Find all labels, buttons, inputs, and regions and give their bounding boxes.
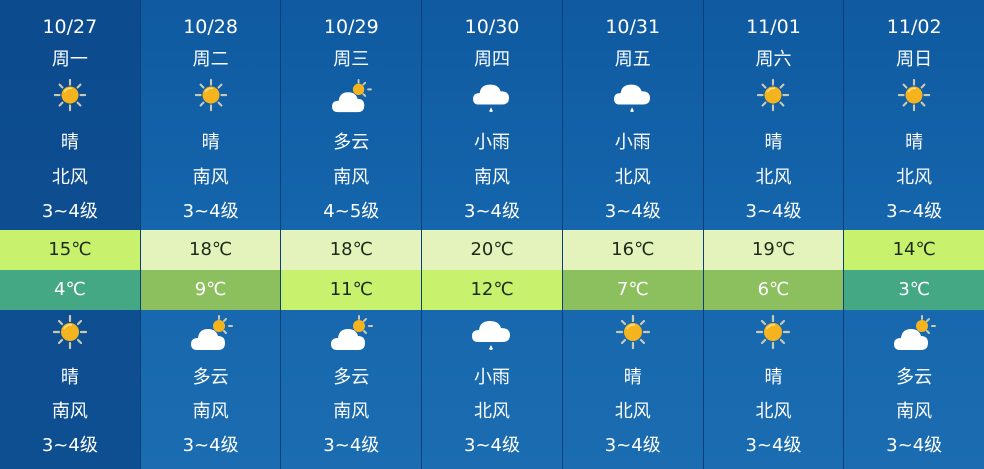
day-wind: 南风	[333, 167, 370, 188]
day-wind: 南风	[474, 167, 511, 188]
date: 10/31	[605, 16, 661, 38]
cloud-sun-icon	[893, 315, 937, 351]
sun-icon	[615, 314, 650, 350]
cloud-sun-icon	[189, 315, 233, 351]
weekday: 周日	[896, 49, 933, 70]
day-wind-level: 3~4级	[464, 201, 521, 222]
low-temp: 3℃	[844, 270, 984, 310]
low-temp: 6℃	[703, 270, 844, 310]
high-temp: 18℃	[140, 230, 281, 270]
day-weather: 小雨	[614, 132, 651, 153]
rain-icon	[473, 84, 510, 113]
high-temp: 14℃	[844, 230, 984, 270]
high-temp: 20℃	[422, 230, 562, 270]
day-wind: 南风	[192, 167, 229, 188]
night-wind-level: 3~4级	[323, 435, 380, 456]
high-temp: 16℃	[562, 230, 703, 270]
low-temp: 9℃	[140, 270, 281, 310]
day-column: 10/30 周四 小雨 南风 3~4级 20℃ 12℃ 小雨 北风 3~4级	[422, 0, 563, 469]
night-weather: 晴	[60, 367, 79, 388]
day-wind-level: 3~4级	[604, 201, 661, 222]
weekday: 周四	[474, 49, 511, 70]
night-wind: 南风	[333, 401, 370, 422]
night-weather: 多云	[333, 367, 370, 388]
day-weather: 晴	[201, 132, 220, 153]
low-temp: 4℃	[0, 270, 140, 310]
sun-icon	[194, 78, 227, 112]
day-column: 11/02 周日 晴 北风 3~4级 14℃ 3℃ 多云 南风 3~4级	[844, 0, 984, 469]
date: 10/29	[323, 16, 379, 38]
day-weather: 小雨	[474, 132, 511, 153]
date: 11/01	[746, 16, 801, 38]
weekday: 周一	[51, 49, 88, 70]
night-wind: 北风	[474, 401, 511, 422]
night-wind: 南风	[896, 401, 933, 422]
night-weather: 多云	[192, 367, 229, 388]
day-column: 10/31 周五 小雨 北风 3~4级 16℃ 7℃ 晴 北风 3~4级	[562, 0, 704, 469]
day-wind: 北风	[896, 167, 933, 188]
night-wind-level: 3~4级	[886, 435, 943, 456]
day-wind: 北风	[755, 167, 792, 188]
night-wind: 北风	[614, 401, 651, 422]
night-wind: 北风	[755, 401, 792, 422]
night-weather: 晴	[623, 367, 642, 388]
night-wind: 南风	[192, 401, 229, 422]
day-column: 11/01 周六 晴 北风 3~4级 19℃ 6℃ 晴 北风 3~4级	[703, 0, 845, 469]
high-temp: 18℃	[281, 230, 422, 270]
night-wind-level: 3~4级	[182, 435, 239, 456]
sun-icon	[756, 314, 791, 350]
weekday: 周五	[614, 49, 651, 70]
day-wind-level: 3~4级	[886, 201, 943, 222]
day-wind-level: 3~4级	[745, 201, 802, 222]
night-wind-level: 3~4级	[464, 435, 521, 456]
day-wind-level: 4~5级	[323, 201, 380, 222]
date: 10/27	[42, 16, 98, 38]
date: 10/30	[464, 16, 520, 38]
night-wind-level: 3~4级	[604, 435, 661, 456]
date: 11/02	[886, 16, 942, 38]
day-weather: 晴	[60, 132, 79, 153]
high-temp: 19℃	[703, 230, 844, 270]
day-column: 10/29 周三 多云 南风 4~5级 18℃ 11℃ 多云 南风 3~4级	[281, 0, 423, 469]
day-wind-level: 3~4级	[41, 201, 98, 222]
rain-icon	[472, 321, 511, 350]
night-weather: 多云	[896, 367, 933, 388]
weekday: 周六	[755, 49, 792, 70]
sun-icon	[757, 78, 790, 112]
high-temp: 15℃	[0, 230, 140, 270]
cloud-sun-icon	[331, 78, 373, 114]
date: 10/28	[183, 16, 238, 38]
night-weather: 小雨	[474, 367, 511, 388]
day-weather: 多云	[333, 132, 370, 153]
day-wind-level: 3~4级	[182, 201, 239, 222]
day-column: 10/27 周一 晴 北风 3~4级 15℃ 4℃ 晴 南风 3~4级	[0, 0, 141, 469]
day-weather: 晴	[905, 132, 924, 153]
day-wind: 北风	[51, 167, 88, 188]
sun-icon	[897, 78, 931, 112]
night-wind-level: 3~4级	[41, 435, 98, 456]
sun-icon	[53, 78, 87, 112]
low-temp: 12℃	[422, 270, 562, 310]
low-temp: 7℃	[562, 270, 703, 310]
weekday: 周二	[192, 49, 229, 70]
night-wind: 南风	[51, 401, 88, 422]
cloud-sun-icon	[330, 315, 374, 351]
low-temp: 11℃	[281, 270, 422, 310]
night-wind-level: 3~4级	[745, 435, 802, 456]
sun-icon	[52, 314, 87, 350]
day-weather: 晴	[764, 132, 783, 153]
rain-icon	[613, 84, 650, 113]
day-column: 10/28 周二 晴 南风 3~4级 18℃ 9℃ 多云 南风 3~4级	[140, 0, 282, 469]
night-weather: 晴	[764, 367, 783, 388]
day-wind: 北风	[614, 167, 651, 188]
weekday: 周三	[333, 49, 370, 70]
